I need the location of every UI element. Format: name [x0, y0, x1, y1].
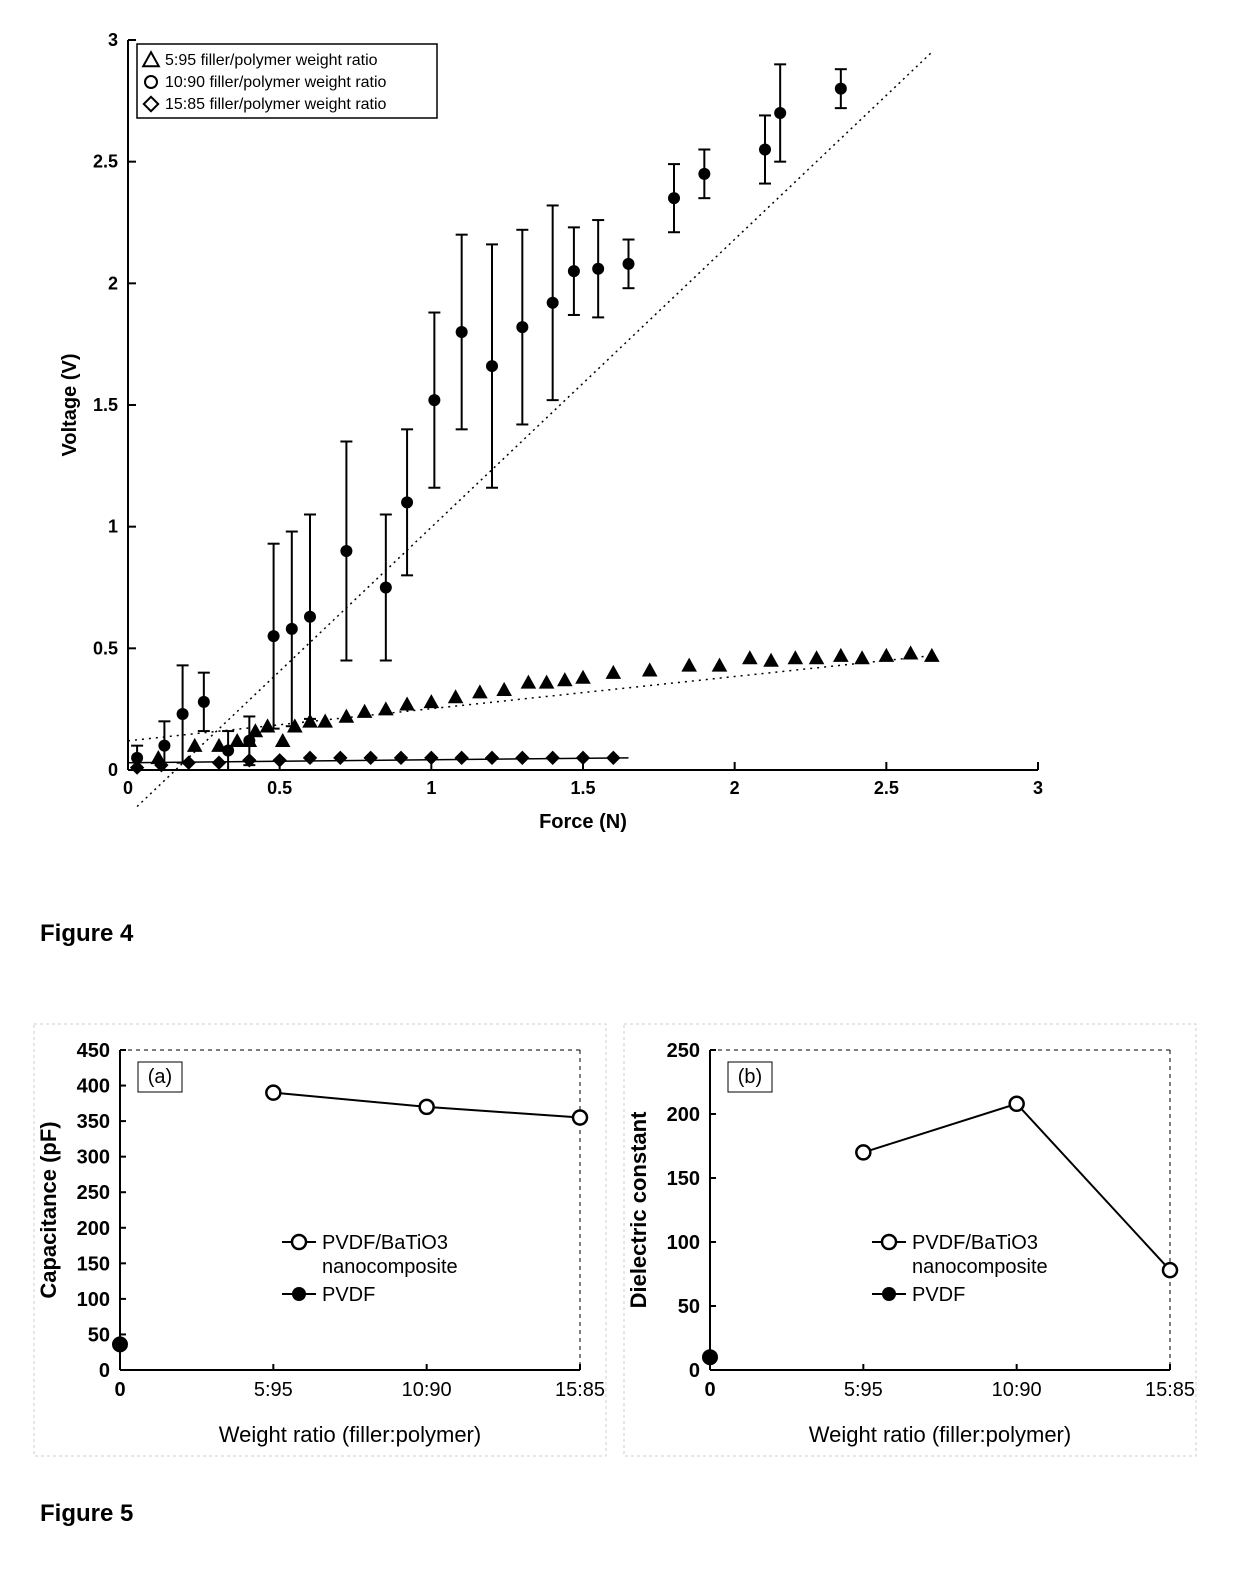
figure5-panel-b: 0 50 100 150 200 250 0 5:95 10:90 15:85 Weight rat… — [620, 1020, 1200, 1460]
svg-text:Weight ratio (filler:polymer): Weight ratio (filler:polymer) — [219, 1422, 481, 1447]
svg-text:Voltage (V): Voltage (V) — [59, 354, 81, 457]
svg-text:5:95: 5:95 — [254, 1379, 293, 1401]
svg-text:0.5: 0.5 — [267, 778, 292, 798]
svg-text:1: 1 — [108, 517, 118, 537]
svg-text:250: 250 — [667, 1040, 700, 1062]
svg-text:(a): (a) — [148, 1066, 172, 1088]
svg-text:2: 2 — [730, 778, 740, 798]
svg-text:PVDF: PVDF — [322, 1284, 375, 1306]
svg-text:Capacitance (pF): Capacitance (pF) — [36, 1121, 61, 1298]
svg-text:15:85: 15:85 — [1145, 1379, 1195, 1401]
svg-text:200: 200 — [77, 1218, 110, 1240]
svg-text:15:85 filler/polymer weight ra: 15:85 filler/polymer weight ratio — [165, 96, 387, 113]
svg-text:400: 400 — [77, 1076, 110, 1098]
svg-text:nanocomposite: nanocomposite — [912, 1256, 1048, 1278]
svg-text:PVDF/BaTiO3: PVDF/BaTiO3 — [322, 1232, 448, 1254]
svg-text:15:85: 15:85 — [555, 1379, 605, 1401]
svg-text:150: 150 — [77, 1253, 110, 1275]
svg-text:10:90: 10:90 — [402, 1379, 452, 1401]
svg-text:10:90 filler/polymer weight ra: 10:90 filler/polymer weight ratio — [165, 74, 387, 91]
svg-text:0: 0 — [114, 1379, 125, 1401]
svg-text:2.5: 2.5 — [874, 778, 899, 798]
figure4-chart: 0 0.5 1 1.5 2 2.5 3 0 0.5 1 1.5 2 2.5 3 Force (N) Volta… — [58, 20, 1058, 840]
svg-text:Force (N): Force (N) — [539, 811, 627, 833]
svg-text:10:90: 10:90 — [992, 1379, 1042, 1401]
svg-text:300: 300 — [77, 1147, 110, 1169]
svg-text:0: 0 — [123, 778, 133, 798]
svg-text:nanocomposite: nanocomposite — [322, 1256, 458, 1278]
svg-text:250: 250 — [77, 1182, 110, 1204]
svg-text:(b): (b) — [738, 1066, 762, 1088]
svg-text:50: 50 — [678, 1296, 700, 1318]
svg-text:5:95 filler/polymer weight rat: 5:95 filler/polymer weight ratio — [165, 52, 378, 69]
svg-text:100: 100 — [77, 1289, 110, 1311]
svg-text:1.5: 1.5 — [93, 395, 118, 415]
svg-text:Dielectric constant: Dielectric constant — [626, 1111, 651, 1309]
svg-text:0.5: 0.5 — [93, 638, 118, 658]
svg-text:450: 450 — [77, 1040, 110, 1062]
svg-text:0: 0 — [108, 760, 118, 780]
svg-text:2.5: 2.5 — [93, 152, 118, 172]
figure5-caption: Figure 5 — [40, 1500, 133, 1528]
page: 0 0.5 1 1.5 2 2.5 3 0 0.5 1 1.5 2 2.5 3 Force (N) Volta… — [0, 0, 1240, 1578]
svg-text:3: 3 — [1033, 778, 1043, 798]
svg-text:2: 2 — [108, 273, 118, 293]
svg-text:0: 0 — [689, 1360, 700, 1382]
figure5-panel-a: 0 50 100 150 200 250 300 350 400 450 0 5:95 10:90 15:… — [30, 1020, 610, 1460]
svg-text:50: 50 — [88, 1324, 110, 1346]
svg-text:PVDF: PVDF — [912, 1284, 965, 1306]
svg-text:1: 1 — [426, 778, 436, 798]
svg-text:Weight ratio (filler:polymer): Weight ratio (filler:polymer) — [809, 1422, 1071, 1447]
svg-text:100: 100 — [667, 1232, 700, 1254]
svg-text:0: 0 — [704, 1379, 715, 1401]
svg-text:0: 0 — [99, 1360, 110, 1382]
svg-text:200: 200 — [667, 1104, 700, 1126]
svg-text:3: 3 — [108, 30, 118, 50]
svg-text:350: 350 — [77, 1111, 110, 1133]
figure4-caption: Figure 4 — [40, 920, 133, 948]
svg-text:5:95: 5:95 — [844, 1379, 883, 1401]
svg-text:1.5: 1.5 — [570, 778, 595, 798]
svg-text:PVDF/BaTiO3: PVDF/BaTiO3 — [912, 1232, 1038, 1254]
svg-text:150: 150 — [667, 1168, 700, 1190]
